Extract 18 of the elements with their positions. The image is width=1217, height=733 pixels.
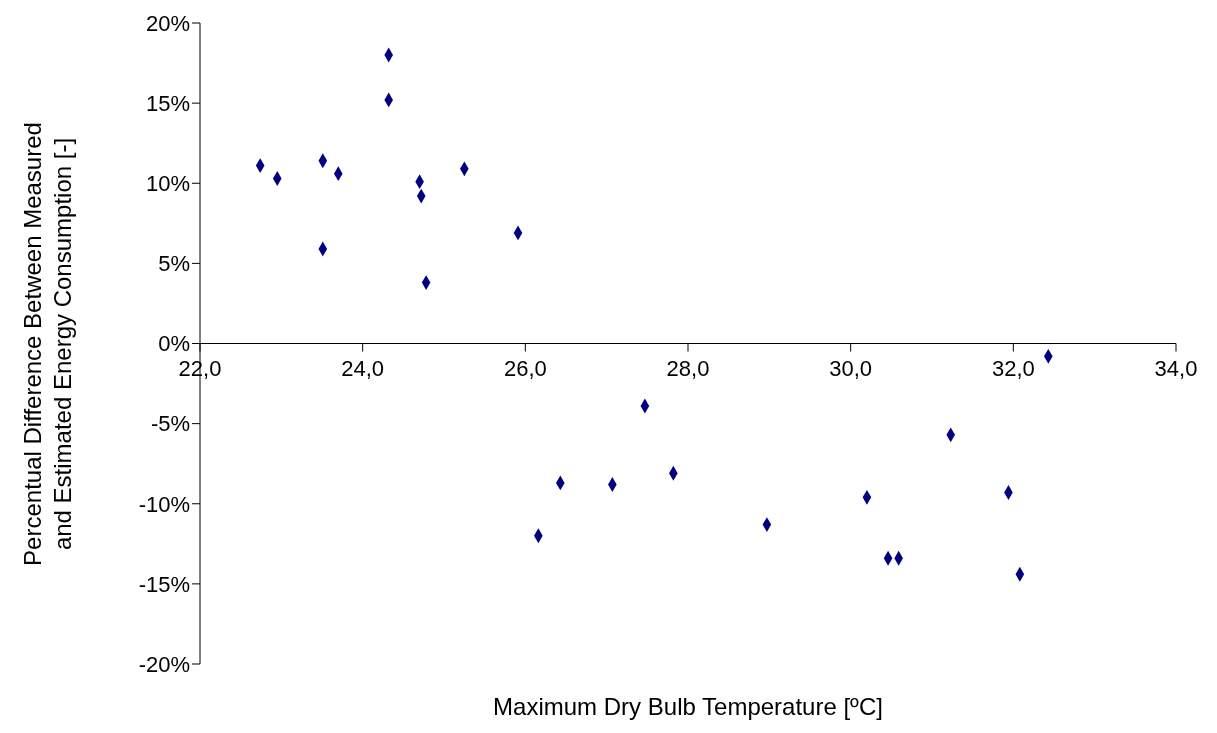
- x-tick-label: 24,0: [341, 355, 385, 381]
- x-tick-label: 26,0: [503, 355, 547, 381]
- y-tick-label: 20%: [145, 10, 190, 36]
- y-tick-label: -15%: [138, 571, 190, 597]
- y-tick-label: -5%: [150, 411, 190, 437]
- x-tick-label: 28,0: [666, 355, 710, 381]
- y-tick-label: -20%: [138, 651, 190, 677]
- y-tick-label: 15%: [145, 90, 190, 116]
- y-tick-label: -10%: [138, 491, 190, 517]
- x-tick-label: 22,0: [178, 355, 222, 381]
- y-tick-label: 0%: [158, 331, 190, 357]
- x-tick-label: 30,0: [829, 355, 873, 381]
- y-axis-title: Percentual Difference Between Measured and Estimated Energy Consumption [-]: [18, 120, 77, 568]
- x-tick-label: 32,0: [991, 355, 1035, 381]
- x-tick-label: 34,0: [1154, 355, 1198, 381]
- x-axis-title: Maximum Dry Bulb Temperature [ºC]: [492, 693, 884, 721]
- y-tick-label: 5%: [158, 251, 190, 277]
- y-tick-label: 10%: [145, 171, 190, 197]
